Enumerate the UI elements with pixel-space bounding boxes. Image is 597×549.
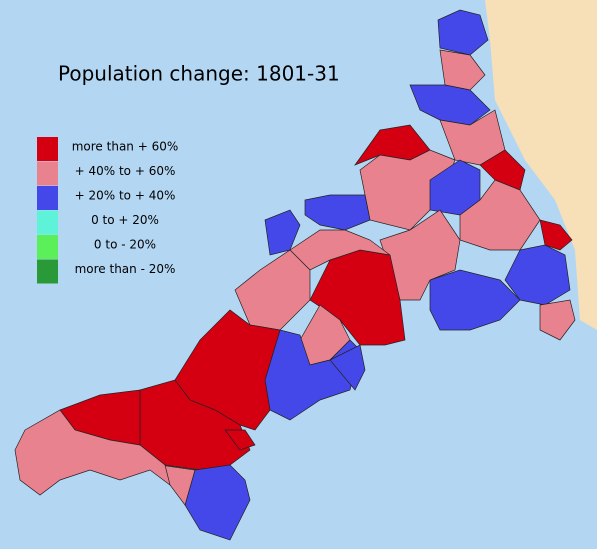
parish (329, 344, 366, 391)
legend-swatch (37, 259, 58, 284)
legend-swatch (37, 161, 58, 186)
legend-swatch (37, 235, 58, 259)
parish (409, 84, 491, 126)
legend-label: more than + 60% (72, 140, 179, 154)
legend-label: 0 to - 20% (94, 238, 156, 252)
parish (429, 269, 521, 331)
parish (359, 149, 456, 231)
parish (539, 219, 573, 251)
map-title: Population change: 1801-31 (58, 62, 340, 86)
parish (184, 464, 251, 541)
parish (539, 299, 576, 341)
parish (504, 244, 571, 306)
legend-label: + 40% to + 60% (75, 164, 176, 178)
legend-swatch (37, 137, 58, 161)
legend-label: 0 to + 20% (91, 213, 159, 227)
parish (439, 49, 486, 91)
parish (479, 149, 526, 191)
legend-swatch (37, 186, 58, 210)
parish (304, 194, 371, 231)
parishes (14, 9, 576, 541)
parish (264, 209, 301, 256)
devon (485, 0, 597, 330)
parish (224, 429, 256, 451)
parish (14, 409, 171, 496)
legend-label: + 20% to + 40% (75, 189, 176, 203)
legend-swatch (37, 210, 58, 235)
legend-label: more than - 20% (75, 262, 176, 276)
parish (437, 9, 489, 56)
legend: more than + 60% + 40% to + 60% + 20% to + … (37, 137, 178, 284)
